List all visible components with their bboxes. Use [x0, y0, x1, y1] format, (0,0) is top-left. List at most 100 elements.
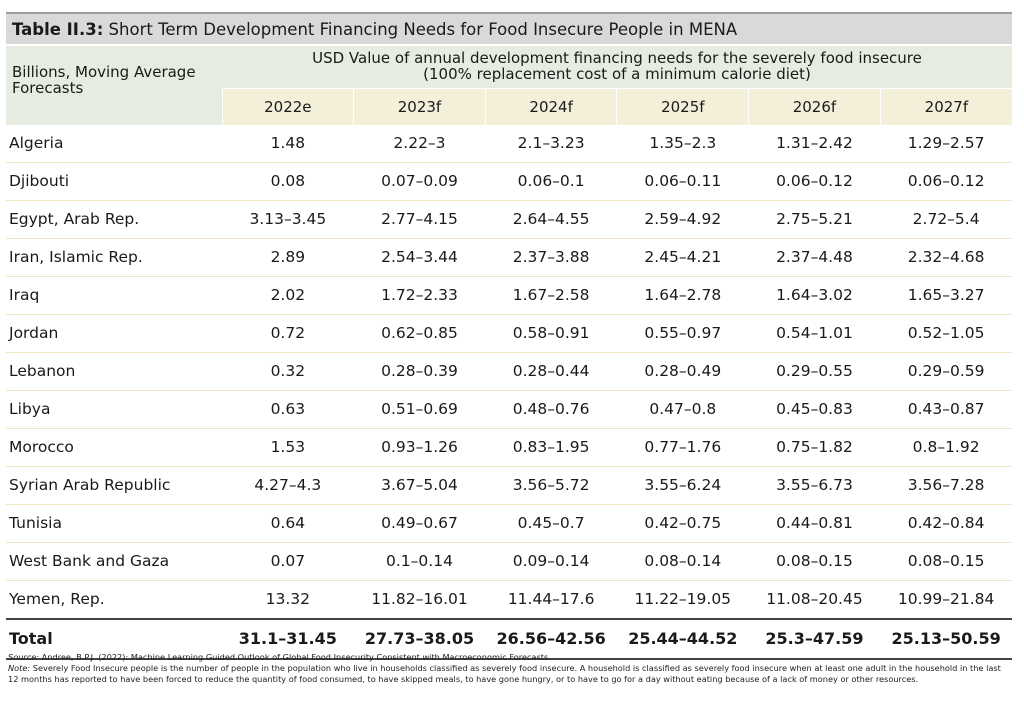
value-cell: 11.82–16.01	[353, 580, 486, 619]
country-cell: Tunisia	[6, 504, 222, 543]
value-cell: 2.32–4.68	[880, 238, 1012, 277]
value-cell: 2.37–4.48	[748, 238, 881, 277]
value-cell: 0.07–0.09	[353, 162, 486, 201]
value-cell: 0.29–0.59	[880, 352, 1012, 391]
total-row: Total 31.1–31.45 27.73–38.05 26.56–42.56 25.…	[6, 617, 1012, 660]
value-cell: 0.54–1.01	[748, 314, 881, 353]
footnote: Note: Severely Food Insecure people is t…	[8, 663, 1012, 685]
value-cell: 3.55–6.24	[616, 466, 749, 505]
value-cell: 0.32	[222, 352, 354, 391]
table-title-text: Short Term Development Financing Needs f…	[108, 19, 738, 39]
value-cell: 2.22–3	[353, 124, 486, 163]
value-cell: 0.58–0.91	[485, 314, 617, 353]
value-cell: 0.62–0.85	[353, 314, 486, 353]
value-cell: 0.49–0.67	[353, 504, 486, 543]
value-cell: 2.64–4.55	[485, 200, 617, 239]
value-cell: 0.07	[222, 542, 354, 581]
country-cell: Libya	[6, 390, 222, 429]
total-value-cell: 31.1–31.45	[222, 617, 354, 660]
year-header: 2027f	[879, 88, 1012, 125]
total-value-cell: 26.56–42.56	[485, 617, 617, 660]
year-header: 2023f	[353, 88, 486, 125]
country-cell: West Bank and Gaza	[6, 542, 222, 581]
country-cell: Jordan	[6, 314, 222, 353]
value-cell: 1.64–3.02	[748, 276, 881, 315]
value-cell: 0.08–0.15	[748, 542, 881, 581]
value-cell: 3.67–5.04	[353, 466, 486, 505]
value-cell: 0.08–0.14	[616, 542, 749, 581]
value-cell: 0.93–1.26	[353, 428, 486, 467]
table-row: Jordan 0.72 0.62–0.85 0.58–0.91 0.55–0.97 0.5…	[6, 314, 1012, 353]
country-cell: Djibouti	[6, 162, 222, 201]
table-row: Djibouti 0.08 0.07–0.09 0.06–0.1 0.06–0.11 0.…	[6, 162, 1012, 201]
value-cell: 4.27–4.3	[222, 466, 354, 505]
value-cell: 0.52–1.05	[880, 314, 1012, 353]
row-header-label: Billions, Moving Average Forecasts	[6, 46, 222, 125]
total-value-cell: 25.44–44.52	[616, 617, 749, 660]
country-cell: Morocco	[6, 428, 222, 467]
value-cell: 11.08–20.45	[748, 580, 881, 619]
value-cell: 2.37–3.88	[485, 238, 617, 277]
value-cell: 0.43–0.87	[880, 390, 1012, 429]
value-cell: 11.22–19.05	[616, 580, 749, 619]
table-title: Table II.3: Short Term Development Finan…	[6, 12, 1012, 44]
table-row: Libya 0.63 0.51–0.69 0.48–0.76 0.47–0.8 0.45–…	[6, 390, 1012, 429]
value-cell: 0.08–0.15	[880, 542, 1012, 581]
total-value-cell: 27.73–38.05	[353, 617, 486, 660]
value-cell: 0.8–1.92	[880, 428, 1012, 467]
value-cell: 2.54–3.44	[353, 238, 486, 277]
table-row: Algeria 1.48 2.22–3 2.1–3.23 1.35–2.3 1.31–2.…	[6, 124, 1012, 163]
value-cell: 1.72–2.33	[353, 276, 486, 315]
year-header-row: 2022e 2023f 2024f 2025f 2026f 2027f	[6, 88, 1012, 125]
country-cell: Lebanon	[6, 352, 222, 391]
value-cell: 0.42–0.84	[880, 504, 1012, 543]
value-cell: 2.59–4.92	[616, 200, 749, 239]
value-cell: 2.45–4.21	[616, 238, 749, 277]
country-cell: Syrian Arab Republic	[6, 466, 222, 505]
value-cell: 0.06–0.12	[748, 162, 881, 201]
value-cell: 0.1–0.14	[353, 542, 486, 581]
value-cell: 1.48	[222, 124, 354, 163]
table-body: Algeria 1.48 2.22–3 2.1–3.23 1.35–2.3 1.31–2.…	[6, 124, 1012, 660]
value-cell: 2.72–5.4	[880, 200, 1012, 239]
value-cell: 0.63	[222, 390, 354, 429]
table-row: Lebanon 0.32 0.28–0.39 0.28–0.44 0.28–0.49 0.…	[6, 352, 1012, 391]
value-cell: 0.45–0.7	[485, 504, 617, 543]
value-cell: 1.35–2.3	[616, 124, 749, 163]
value-cell: 3.13–3.45	[222, 200, 354, 239]
value-cell: 3.56–7.28	[880, 466, 1012, 505]
table-number: Table II.3:	[12, 19, 104, 39]
value-cell: 0.28–0.44	[485, 352, 617, 391]
table-row: Morocco 1.53 0.93–1.26 0.83–1.95 0.77–1.76 0.…	[6, 428, 1012, 467]
value-cell: 3.55–6.73	[748, 466, 881, 505]
column-group-header: USD Value of annual development financin…	[222, 46, 1012, 89]
table-row: West Bank and Gaza 0.07 0.1–0.14 0.09–0.14 0…	[6, 542, 1012, 581]
value-cell: 2.75–5.21	[748, 200, 881, 239]
table-row: Syrian Arab Republic 4.27–4.3 3.67–5.04 3.5…	[6, 466, 1012, 505]
table-notes: Source: Andree, B.P.J. (2022): Machine L…	[8, 652, 1012, 685]
table-row: Yemen, Rep. 13.32 11.82–16.01 11.44–17.6 11.…	[6, 580, 1012, 619]
value-cell: 0.55–0.97	[616, 314, 749, 353]
note-label: Note:	[8, 663, 31, 673]
note-text: Severely Food Insecure people is the num…	[8, 663, 1001, 684]
value-cell: 0.83–1.95	[485, 428, 617, 467]
year-header: 2024f	[484, 88, 617, 125]
total-value-cell: 25.13–50.59	[880, 617, 1012, 660]
source-note: Source: Andree, B.P.J. (2022): Machine L…	[8, 652, 1012, 663]
value-cell: 0.08	[222, 162, 354, 201]
value-cell: 2.77–4.15	[353, 200, 486, 239]
country-cell: Egypt, Arab Rep.	[6, 200, 222, 239]
value-cell: 2.02	[222, 276, 354, 315]
value-cell: 0.44–0.81	[748, 504, 881, 543]
value-cell: 0.45–0.83	[748, 390, 881, 429]
table-row: Egypt, Arab Rep. 3.13–3.45 2.77–4.15 2.64–4…	[6, 200, 1012, 239]
value-cell: 0.47–0.8	[616, 390, 749, 429]
column-group-header-line2: (100% replacement cost of a minimum calo…	[423, 65, 811, 83]
value-cell: 1.67–2.58	[485, 276, 617, 315]
year-header: 2022e	[221, 88, 354, 125]
value-cell: 0.09–0.14	[485, 542, 617, 581]
value-cell: 0.51–0.69	[353, 390, 486, 429]
value-cell: 0.72	[222, 314, 354, 353]
value-cell: 0.48–0.76	[485, 390, 617, 429]
value-cell: 0.28–0.39	[353, 352, 486, 391]
